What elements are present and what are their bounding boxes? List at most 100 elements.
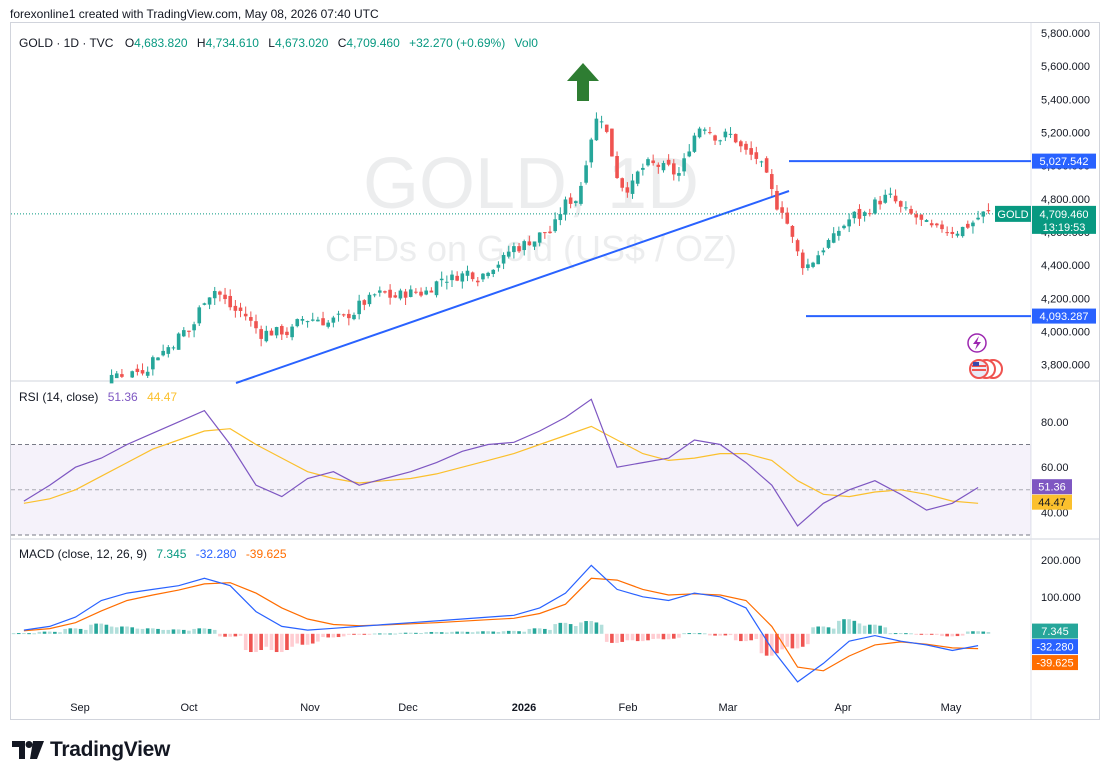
rsi-legend: RSI (14, close) 51.36 44.47 xyxy=(19,390,177,404)
macd-axis-value: 7.345 xyxy=(1041,626,1069,638)
macd-hist-bar xyxy=(919,633,924,635)
macd-hist-bar xyxy=(744,633,748,642)
candle-body xyxy=(362,300,367,305)
candle-body xyxy=(181,330,186,337)
candle-body xyxy=(579,185,583,204)
macd-hist-bar xyxy=(955,633,960,637)
candle-body xyxy=(326,322,331,327)
rsi-line[interactable] xyxy=(23,398,979,527)
macd-value-labels: 7.345 -32.280 -39.625 xyxy=(1032,623,1078,671)
chart-frame[interactable]: GOLD, 1D CFDs on Gold (US$ / OZ) GOLD · … xyxy=(10,22,1100,720)
macd-hist-bar xyxy=(563,622,568,634)
macd-hist-bar xyxy=(702,633,707,635)
candle-body xyxy=(228,295,233,308)
candle-body xyxy=(780,207,784,213)
macd-hist-bar xyxy=(739,633,743,642)
macd-hist-bar xyxy=(692,633,697,635)
candle-body xyxy=(434,281,439,296)
candle-body xyxy=(310,319,315,321)
candle-body xyxy=(532,241,537,247)
macd-hist-bar xyxy=(233,633,238,637)
macd-hist-bar xyxy=(99,623,104,634)
macd-hist-bar xyxy=(156,628,160,634)
candle-body xyxy=(372,294,377,296)
macd-hist-bar xyxy=(274,633,279,653)
macd-hist-bar xyxy=(58,632,62,634)
macd-hist-bar xyxy=(610,633,614,643)
macd-hist-bar xyxy=(238,633,243,636)
candle-body xyxy=(635,171,640,184)
macd-hist-bar xyxy=(419,633,423,635)
macd-hist-bar xyxy=(718,633,723,636)
candle-body xyxy=(831,233,836,243)
macd-hist-bar xyxy=(94,623,98,634)
rsi-value-label: 51.36 44.47 xyxy=(1032,479,1072,510)
macd-hist-bar xyxy=(429,631,434,634)
candle-body xyxy=(537,232,542,243)
macd-hist-bar xyxy=(568,624,573,634)
macd-hist-bar xyxy=(537,628,542,634)
candle-body xyxy=(852,211,857,219)
macd-hist-bar xyxy=(450,631,454,634)
macd-hist-bar xyxy=(893,633,898,635)
macd-hist-bar xyxy=(192,628,196,634)
candle-body xyxy=(481,273,485,280)
trend-line[interactable] xyxy=(235,190,790,384)
macd-hist-bar xyxy=(501,631,506,634)
candle-body xyxy=(862,212,867,216)
candle-body xyxy=(130,371,135,378)
macd-hist-bar xyxy=(125,626,129,634)
candle-body xyxy=(568,197,573,204)
macd-hist-bar xyxy=(331,633,336,638)
candle-body xyxy=(584,165,588,183)
macd-line[interactable] xyxy=(23,564,979,683)
macd-signal-value: -32.280 xyxy=(196,547,237,561)
macd-hist-bar xyxy=(909,633,913,635)
macd-hist-bar xyxy=(403,632,408,634)
macd-hist-bar xyxy=(821,626,826,634)
macd-hist-bar xyxy=(873,624,877,634)
rsi-axis[interactable]: 80.00 60.00 40.00 xyxy=(1041,417,1069,519)
macd-hist-bar xyxy=(656,633,661,639)
macd-hist-bar xyxy=(372,633,377,635)
symbol-tag: GOLD xyxy=(997,209,1028,221)
macd-signal-line[interactable] xyxy=(23,577,979,672)
macd-hist-bar xyxy=(207,628,212,634)
macd-hist-bar xyxy=(965,631,970,634)
macd-hist-bar xyxy=(212,629,217,634)
macd-hist-bar xyxy=(22,633,26,635)
time-tick-label: May xyxy=(941,702,962,714)
macd-title: MACD (close, 12, 26, 9) xyxy=(19,547,147,561)
footer-brand: TradingView xyxy=(12,738,170,762)
candle-body xyxy=(321,318,325,326)
macd-hist-bar xyxy=(16,633,21,635)
candle-body xyxy=(867,213,872,215)
candle-body xyxy=(785,212,790,224)
macd-hist-bar xyxy=(543,628,547,634)
price-tick-label: 3,800.000 xyxy=(1041,360,1090,372)
macd-hist-bar xyxy=(120,626,124,634)
macd-histogram[interactable] xyxy=(11,619,991,656)
macd-hist-bar xyxy=(625,633,630,641)
time-axis[interactable]: Sep Oct Nov Dec 2026 Feb Mar Apr May xyxy=(70,702,962,714)
watermark-title: GOLD, 1D xyxy=(363,144,699,224)
candle-body xyxy=(408,289,413,297)
rsi-title: RSI (14, close) xyxy=(19,390,98,404)
candlestick-series[interactable] xyxy=(109,112,991,384)
macd-hist-bar xyxy=(960,633,965,636)
macd-hist-bar xyxy=(259,633,263,651)
candle-body xyxy=(919,214,924,220)
candle-body xyxy=(692,135,697,152)
candle-body xyxy=(718,140,723,142)
candle-body xyxy=(393,295,398,298)
macd-hist-bar xyxy=(377,633,382,635)
macd-hist-bar xyxy=(754,633,759,639)
us-flag-events-icon[interactable] xyxy=(969,359,1003,379)
macd-axis[interactable]: 200.000 100.000 xyxy=(1041,555,1081,604)
chart-svg[interactable]: GOLD, 1D CFDs on Gold (US$ / OZ) GOLD · … xyxy=(11,23,1099,719)
macd-hist-bar xyxy=(548,629,552,634)
lightning-event-icon[interactable] xyxy=(967,333,987,353)
macd-hist-bar xyxy=(764,633,769,656)
macd-hist-bar xyxy=(176,629,181,634)
rsi-ma-line[interactable] xyxy=(23,425,979,504)
